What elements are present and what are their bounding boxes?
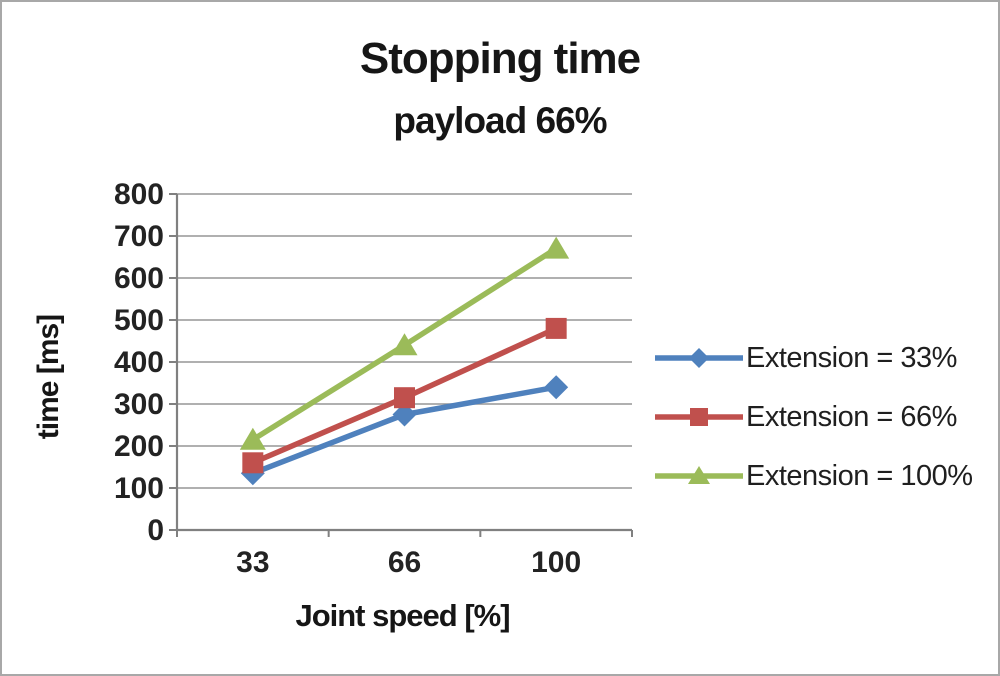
y-tick-label: 100 [114,472,164,505]
legend-item-extension-66: Extension = 66% [655,401,973,433]
chart-title: Stopping time [359,34,641,83]
legend-item-extension-100: Extension = 100% [655,460,973,492]
legend-item-extension-33: Extension = 33% [655,342,973,374]
data-point-marker [239,427,266,450]
y-tick-label: 800 [114,178,164,211]
legend-marker [689,348,709,368]
data-point-marker [543,236,570,259]
y-tick-label: 600 [114,262,164,295]
legend-marker [688,466,710,484]
y-tick-label: 400 [114,346,164,379]
legend-marker-square-icon [655,408,743,426]
y-tick-label: 0 [147,514,164,547]
x-tick-label: 66 [388,546,421,579]
x-tick-label: 100 [531,546,581,579]
x-tick-label: 33 [236,546,269,579]
legend-label: Extension = 66% [746,400,957,433]
data-point-marker [544,375,569,400]
legend-label: Extension = 33% [746,341,957,374]
y-tick-label: 500 [114,304,164,337]
y-axis-title: time [ms] [32,314,65,440]
chart-subtitle: payload 66% [393,100,607,141]
legend-marker-triangle-icon [655,466,743,484]
legend-marker-diamond-icon [655,348,743,368]
legend: Extension = 33% Extension = 66% Extensio… [655,342,973,492]
data-point-marker [391,333,418,356]
data-point-marker [545,317,567,339]
y-tick-label: 200 [114,430,164,463]
legend-marker [690,408,708,426]
data-point-marker [242,452,264,474]
y-tick-label: 300 [114,388,164,421]
data-point-marker [394,387,415,409]
legend-label: Extension = 100% [746,459,973,492]
x-axis-title: Joint speed [%] [295,598,510,633]
y-tick-label: 700 [114,220,164,253]
data-point-marker [392,402,417,427]
